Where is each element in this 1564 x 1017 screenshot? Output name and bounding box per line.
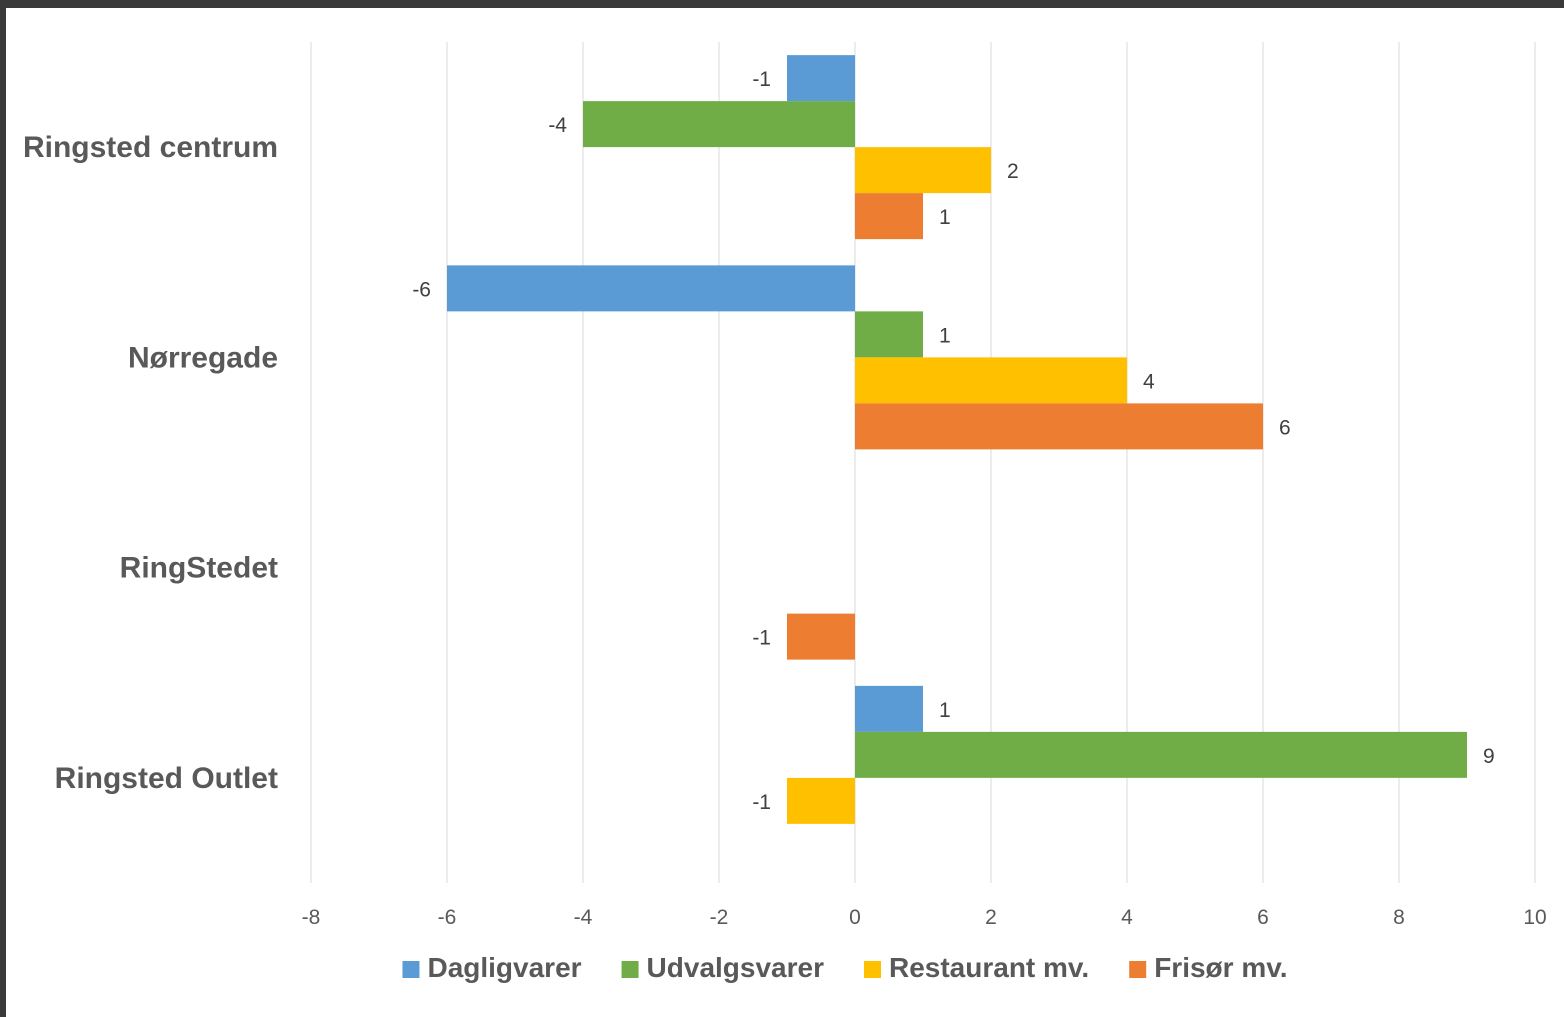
legend-label-dagligvarer: Dagligvarer — [427, 952, 581, 983]
chart: -1 -4 2 1 -6 1 4 6 -1 1 9 -1 -8 -6 -4 -2 0 2 4 6 8 10 Ringst… — [23, 42, 1547, 983]
x-tick-label: 10 — [1523, 906, 1546, 929]
category-label-ringsted-outlet: Ringsted Outlet — [55, 762, 278, 795]
x-tick-label: 4 — [1121, 906, 1133, 929]
legend-label-udvalgsvarer: Udvalgsvarer — [647, 952, 825, 983]
category-label-ringsted-centrum: Ringsted centrum — [23, 131, 278, 164]
data-label: 4 — [1143, 370, 1155, 393]
y-axis-categories: Ringsted centrum Nørregade RingStedet Rings… — [23, 131, 278, 795]
x-tick-label: 0 — [849, 906, 861, 929]
bar-udvalgsvarer-ringsted-outlet — [855, 731, 1467, 778]
x-tick-label: -8 — [302, 906, 321, 929]
x-tick-label: -4 — [574, 906, 593, 929]
legend-label-restaurant-mv: Restaurant mv. — [889, 952, 1089, 983]
legend-swatch-dagligvarer — [402, 961, 420, 978]
data-label: 9 — [1483, 745, 1495, 768]
bar-dagligvarer-n-rregade — [447, 265, 855, 312]
legend-swatch-udvalgsvarer — [621, 961, 639, 978]
data-label: 1 — [939, 206, 951, 229]
data-label: -6 — [412, 278, 431, 301]
chart-frame: -1 -4 2 1 -6 1 4 6 -1 1 9 -1 -8 -6 -4 -2 0 2 4 6 8 10 Ringst… — [6, 8, 1564, 1017]
data-label: -4 — [548, 114, 567, 137]
x-tick-label: 6 — [1257, 906, 1269, 929]
bar-fris-r-mv-n-rregade — [855, 403, 1263, 450]
bar-restaurant-mv-n-rregade — [855, 357, 1127, 404]
legend-label-fris-r-mv: Frisør mv. — [1154, 952, 1287, 983]
bar-restaurant-mv-ringsted-centrum — [855, 147, 991, 194]
data-label: 1 — [939, 324, 951, 347]
bar-udvalgsvarer-ringsted-centrum — [583, 101, 855, 148]
legend: Dagligvarer Udvalgsvarer Restaurant mv. Fri… — [402, 952, 1288, 983]
bar-fris-r-mv-ringstedet — [787, 613, 855, 660]
bar-restaurant-mv-ringsted-outlet — [787, 777, 855, 824]
data-label: 2 — [1007, 160, 1019, 183]
bars — [447, 55, 1467, 824]
data-label: 6 — [1279, 416, 1291, 439]
bar-dagligvarer-ringsted-outlet — [855, 685, 923, 732]
x-tick-label: 2 — [985, 906, 997, 929]
data-label: -1 — [752, 791, 771, 814]
bar-fris-r-mv-ringsted-centrum — [855, 193, 923, 240]
x-tick-label: 8 — [1393, 906, 1405, 929]
data-label: -1 — [752, 627, 771, 650]
bar-dagligvarer-ringsted-centrum — [787, 55, 855, 102]
x-tick-label: -6 — [438, 906, 457, 929]
category-label-n-rregade: Nørregade — [128, 341, 278, 374]
bar-udvalgsvarer-n-rregade — [855, 311, 923, 358]
data-label: 1 — [939, 699, 951, 722]
x-axis-ticks: -8 -6 -4 -2 0 2 4 6 8 10 — [302, 906, 1547, 929]
legend-swatch-restaurant-mv — [863, 961, 881, 978]
category-label-ringstedet: RingStedet — [120, 552, 278, 585]
x-tick-label: -2 — [710, 906, 729, 929]
legend-swatch-fris-r-mv — [1129, 961, 1147, 978]
data-labels: -1 -4 2 1 -6 1 4 6 -1 1 9 -1 — [412, 68, 1494, 814]
data-label: -1 — [752, 68, 771, 91]
